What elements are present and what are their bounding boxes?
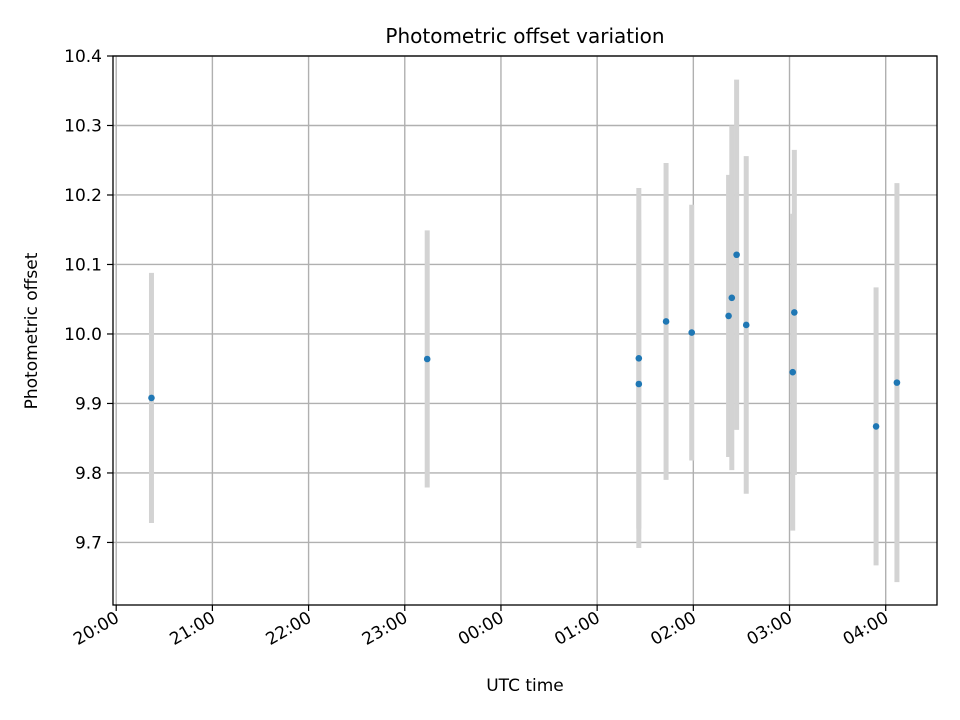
y-axis-title: Photometric offset <box>22 252 42 409</box>
x-tick-label: 01:00 <box>551 608 603 650</box>
errorbars <box>148 79 900 583</box>
plot-frame <box>112 55 938 606</box>
x-tick-label: 00:00 <box>455 608 507 650</box>
data-point <box>742 321 750 329</box>
grid <box>113 55 937 605</box>
x-tick-label: 04:00 <box>840 608 892 650</box>
y-tick-label: 9.8 <box>75 464 102 484</box>
x-axis: 20:00 21:00 22:00 23:00 00:00 01:00 02:00 03:00… <box>70 605 892 650</box>
data-point <box>423 355 431 363</box>
x-tick-label: 23:00 <box>359 608 411 650</box>
y-tick-label: 10.2 <box>64 186 102 206</box>
x-axis-title: UTC time <box>486 676 564 696</box>
data-point <box>893 379 901 386</box>
data-point <box>635 380 643 388</box>
x-tick-label: 21:00 <box>166 608 218 650</box>
y-tick-label: 9.7 <box>75 533 102 553</box>
data-point <box>635 354 643 362</box>
data-point <box>789 368 797 376</box>
y-tick-label: 10.0 <box>64 325 102 345</box>
chart-title: Photometric offset variation <box>385 24 664 48</box>
data-point <box>688 329 696 336</box>
x-tick-label: 02:00 <box>647 608 699 650</box>
data-point <box>662 318 670 325</box>
y-tick-label: 10.4 <box>64 47 102 67</box>
y-tick-label: 10.3 <box>64 116 102 136</box>
data-point <box>148 394 155 402</box>
data-point <box>725 312 732 320</box>
data-point <box>791 309 798 316</box>
y-axis: 9.7 9.8 9.9 10.0 10.1 10.2 10.3 10.4 <box>64 47 113 553</box>
data-point <box>872 423 880 430</box>
x-tick-label: 22:00 <box>263 608 315 650</box>
y-tick-label: 10.1 <box>64 255 102 275</box>
x-tick-label: 20:00 <box>70 608 122 650</box>
y-tick-label: 9.9 <box>75 394 102 414</box>
data-points <box>148 251 901 430</box>
data-point <box>728 294 736 302</box>
data-point <box>733 251 740 259</box>
x-tick-label: 03:00 <box>744 608 796 650</box>
